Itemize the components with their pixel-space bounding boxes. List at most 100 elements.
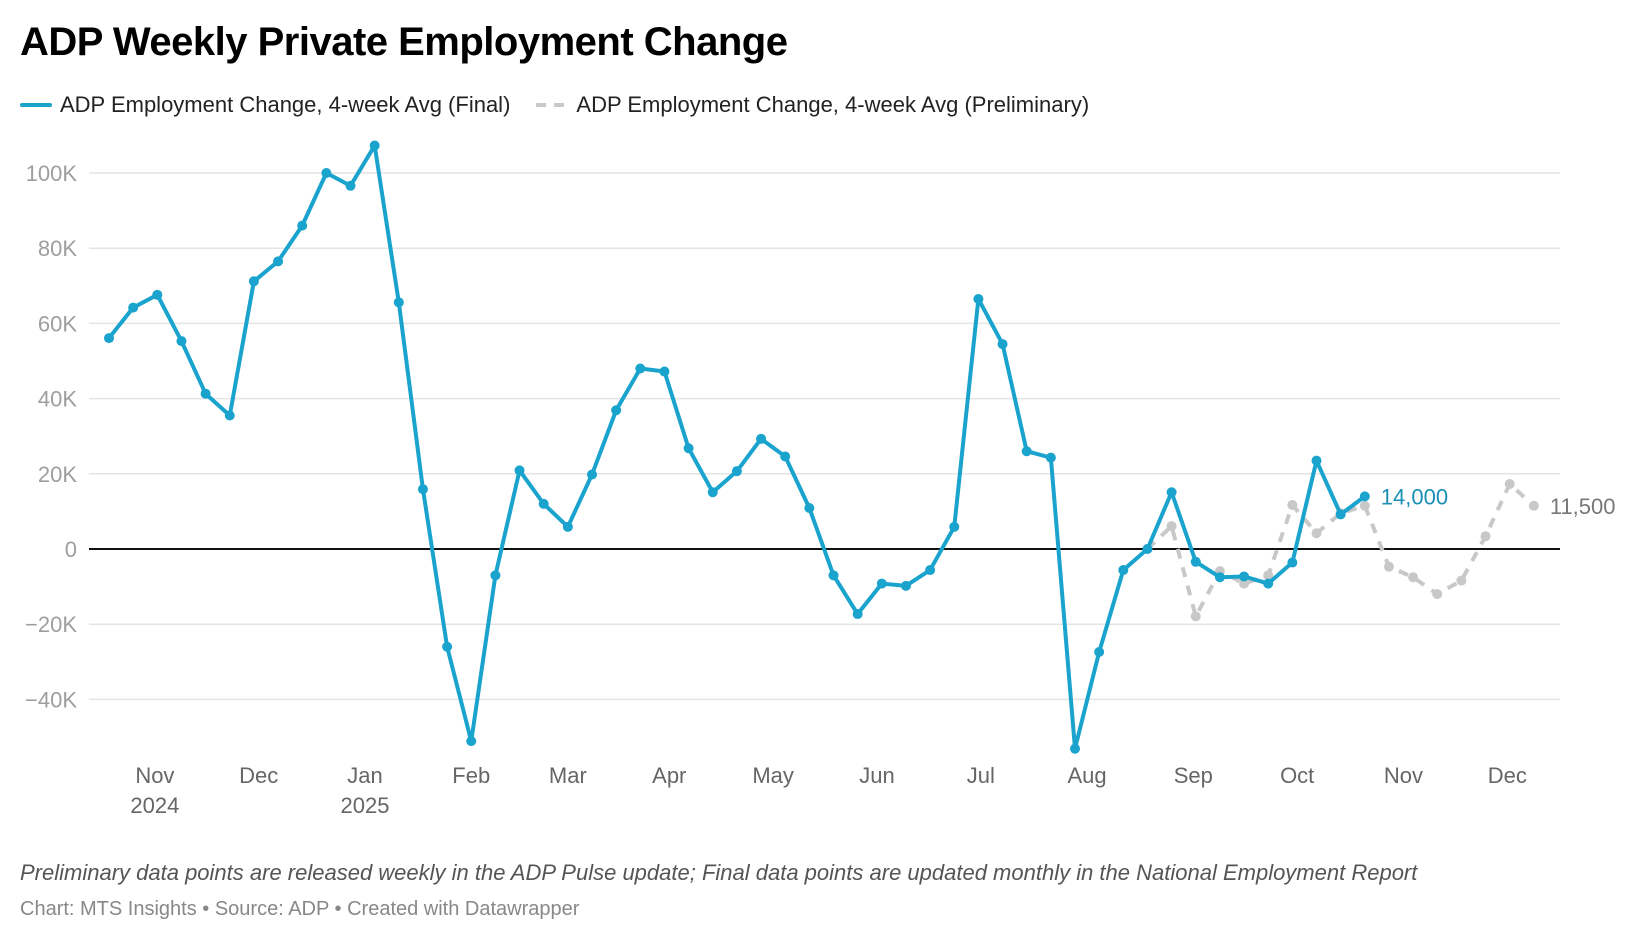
legend-label-final: ADP Employment Change, 4-week Avg (Final… xyxy=(60,92,511,117)
final-point xyxy=(828,570,839,581)
final-point xyxy=(417,484,428,495)
series-final xyxy=(104,140,1370,754)
final-point xyxy=(248,276,259,287)
final-point xyxy=(345,180,356,191)
gridlines xyxy=(89,172,1560,701)
final-point xyxy=(1335,509,1346,520)
final-point xyxy=(756,433,767,444)
final-point xyxy=(1359,491,1370,502)
x-tick-label: Jul xyxy=(967,763,995,788)
final-point xyxy=(1214,572,1225,583)
x-tick-label: Feb xyxy=(452,763,490,788)
final-point xyxy=(587,469,597,480)
final-point xyxy=(876,578,887,589)
final-point xyxy=(200,388,211,399)
final-point xyxy=(369,140,380,151)
preliminary-point xyxy=(1166,521,1177,532)
x-tick-label: Apr xyxy=(652,763,686,788)
preliminary-point xyxy=(1287,500,1298,511)
preliminary-point xyxy=(1239,578,1250,589)
y-tick-label: 0 xyxy=(65,537,77,562)
end-labels: 11,500 14,000 xyxy=(1381,484,1616,518)
final-point xyxy=(562,521,573,532)
line-chart: 100K 80K 60K 40K 20K 0 −20K −40K Nov 2024 Dec Jan 2… xyxy=(25,140,1616,818)
final-point xyxy=(1311,455,1322,466)
y-tick-label: −40K xyxy=(25,687,77,712)
x-tick-label: Oct xyxy=(1280,763,1314,788)
legend-swatch-solid-icon xyxy=(20,103,52,107)
preliminary-point xyxy=(1432,589,1443,600)
final-point xyxy=(1094,647,1105,658)
series-preliminary xyxy=(1142,478,1539,622)
final-point xyxy=(1045,452,1056,463)
x-tick-label: Jan xyxy=(347,763,382,788)
final-line xyxy=(107,143,1366,751)
final-point xyxy=(176,336,187,347)
final-point xyxy=(683,443,694,454)
legend-label-preliminary: ADP Employment Change, 4-week Avg (Preli… xyxy=(576,92,1090,117)
x-tick-label: Dec xyxy=(239,763,278,788)
x-tick-label: Nov xyxy=(1384,763,1423,788)
x-axis: Nov 2024 Dec Jan 2025 Feb Mar Apr May Jun Jul Aug Se… xyxy=(130,763,1526,818)
x-tick-label: Mar xyxy=(549,763,587,788)
y-axis: 100K 80K 60K 40K 20K 0 −20K −40K xyxy=(25,161,77,712)
final-point xyxy=(393,297,404,308)
chart-title: ADP Weekly Private Employment Change xyxy=(20,20,788,64)
final-point xyxy=(104,333,114,344)
final-point xyxy=(1263,578,1274,589)
preliminary-point xyxy=(1383,561,1394,572)
final-point xyxy=(1118,565,1129,576)
legend: ADP Employment Change, 4-week Avg (Final… xyxy=(20,92,1115,118)
y-tick-label: 100K xyxy=(26,161,78,186)
final-point xyxy=(490,570,501,581)
final-point xyxy=(949,521,960,532)
final-point xyxy=(611,405,622,416)
x-tick-label: Sep xyxy=(1174,763,1213,788)
chart-notes: Preliminary data points are released wee… xyxy=(20,860,1418,885)
final-point xyxy=(1070,743,1080,754)
final-point xyxy=(297,220,308,231)
final-point xyxy=(707,487,718,498)
final-point xyxy=(1142,544,1153,554)
preliminary-line xyxy=(1146,481,1536,619)
y-tick-label: 20K xyxy=(38,462,77,487)
final-point xyxy=(925,565,936,576)
final-point xyxy=(152,289,163,300)
x-tick-label: May xyxy=(752,763,794,788)
final-point xyxy=(514,465,525,476)
x-tick-label: Jun xyxy=(859,763,894,788)
preliminary-point xyxy=(1263,570,1274,581)
final-point xyxy=(1239,571,1250,582)
preliminary-point xyxy=(1456,575,1467,586)
x-tick-year-label: 2025 xyxy=(341,793,390,818)
final-point xyxy=(635,363,646,374)
final-point xyxy=(731,466,742,477)
final-point xyxy=(973,293,984,304)
preliminary-point xyxy=(1190,611,1201,622)
final-point xyxy=(1166,487,1177,498)
preliminary-point xyxy=(1504,478,1515,489)
chart-byline: Chart: MTS Insights • Source: ADP • Crea… xyxy=(20,898,580,920)
final-point xyxy=(466,736,477,747)
preliminary-point xyxy=(1311,528,1322,539)
x-tick-label: Nov xyxy=(135,763,174,788)
final-point xyxy=(1021,446,1032,457)
final-point xyxy=(780,451,791,462)
preliminary-point xyxy=(1480,531,1491,542)
final-point xyxy=(997,339,1008,350)
final-point xyxy=(1287,557,1298,568)
legend-item-preliminary: ADP Employment Change, 4-week Avg (Preli… xyxy=(536,92,1089,118)
legend-item-final: ADP Employment Change, 4-week Avg (Final… xyxy=(20,92,510,118)
final-point xyxy=(273,256,284,267)
preliminary-point xyxy=(1528,500,1539,511)
final-point xyxy=(128,302,139,313)
final-end-label: 14,000 xyxy=(1381,484,1448,509)
x-tick-label: Dec xyxy=(1488,763,1527,788)
final-point xyxy=(659,366,670,377)
final-point xyxy=(900,580,911,591)
preliminary-point xyxy=(1359,500,1370,511)
x-tick-year-label: 2024 xyxy=(130,793,179,818)
y-tick-label: −20K xyxy=(25,612,77,637)
final-point xyxy=(442,641,453,652)
final-point xyxy=(1190,556,1201,567)
